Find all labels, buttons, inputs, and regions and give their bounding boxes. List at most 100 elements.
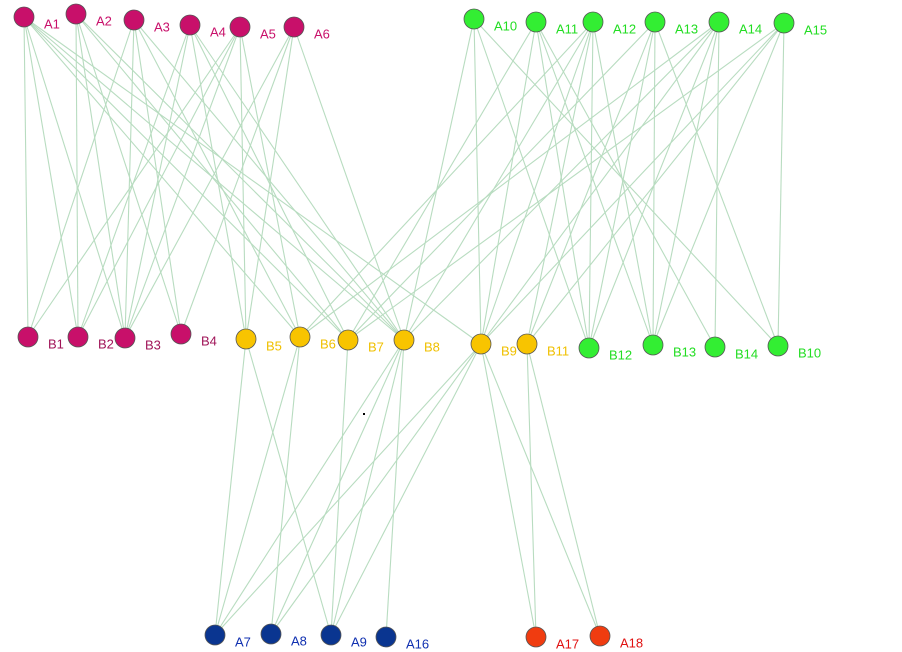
node — [642, 334, 664, 356]
node — [289, 326, 311, 348]
edge — [652, 21, 720, 346]
edge — [330, 339, 349, 636]
node-label: A10 — [494, 18, 517, 33]
node-label: B9 — [501, 343, 517, 358]
edge — [124, 26, 295, 339]
node — [65, 3, 87, 25]
edge — [77, 24, 191, 338]
node — [235, 328, 257, 350]
node — [516, 333, 538, 355]
edge — [124, 19, 135, 339]
node-label: A18 — [620, 635, 643, 650]
node — [260, 623, 282, 645]
node-label: A13 — [675, 21, 698, 36]
edge — [75, 13, 126, 339]
edge — [526, 21, 656, 345]
node — [337, 329, 359, 351]
edge — [27, 19, 135, 338]
node-label: B7 — [368, 339, 384, 354]
node-label: A2 — [96, 13, 112, 28]
node-label: B13 — [673, 344, 696, 359]
node-label: B14 — [735, 346, 758, 361]
node — [463, 8, 485, 30]
node-label: A16 — [406, 636, 429, 651]
node-label: A7 — [235, 634, 251, 649]
node-label: A11 — [556, 21, 578, 36]
node-label: A3 — [154, 19, 170, 34]
edge — [330, 343, 482, 636]
node — [170, 323, 192, 345]
node-label: A15 — [804, 22, 827, 37]
node — [179, 14, 201, 36]
edge — [714, 21, 720, 348]
edge — [588, 21, 594, 349]
node — [704, 336, 726, 358]
node — [393, 329, 415, 351]
dot — [363, 413, 365, 415]
edge — [23, 16, 29, 338]
edge — [270, 339, 405, 635]
edge — [347, 21, 656, 341]
edge — [480, 21, 594, 345]
node-label: B3 — [145, 337, 161, 352]
node — [578, 337, 600, 359]
edge — [189, 24, 247, 340]
edge — [480, 21, 720, 345]
edge — [473, 18, 482, 345]
edge — [330, 339, 405, 636]
edge — [480, 343, 537, 638]
node — [123, 9, 145, 31]
edge — [299, 21, 594, 338]
edge — [473, 18, 779, 347]
node — [320, 624, 342, 646]
edge — [189, 24, 405, 341]
edge — [23, 16, 126, 339]
edge — [270, 343, 482, 635]
edge — [480, 343, 601, 637]
node-label: A6 — [314, 26, 330, 41]
edge — [180, 26, 295, 335]
nodes: A1 A2 A3 A4 A5 A6 A10 A11 A12 A13 A14 A15 B1 B2 B3 B4 B5… — [13, 3, 827, 651]
edge — [299, 21, 720, 338]
edge — [77, 26, 241, 338]
node — [114, 327, 136, 349]
node — [525, 626, 547, 648]
edge — [403, 21, 720, 341]
edge — [23, 16, 405, 341]
node-label: A9 — [351, 634, 367, 649]
edge — [526, 343, 537, 638]
node — [767, 335, 789, 357]
edges — [23, 13, 785, 638]
edge — [535, 21, 716, 348]
node — [229, 16, 251, 38]
edge — [347, 21, 537, 341]
edge — [23, 16, 349, 341]
node — [773, 12, 795, 34]
edge — [652, 21, 656, 346]
node-label: A12 — [613, 21, 636, 36]
node-label: B11 — [547, 343, 569, 358]
edge — [75, 13, 79, 338]
edge — [403, 21, 594, 341]
node — [13, 6, 35, 28]
node-label: B10 — [798, 345, 821, 360]
edge — [270, 336, 301, 635]
node-label: A1 — [44, 16, 60, 31]
edge — [588, 21, 656, 349]
edge — [214, 336, 301, 636]
node — [204, 624, 226, 646]
node — [283, 16, 305, 38]
edge — [245, 26, 295, 340]
node-label: A4 — [210, 24, 226, 39]
node-label: A14 — [739, 21, 762, 36]
node-label: B1 — [48, 336, 64, 351]
node — [375, 626, 397, 648]
edge — [526, 22, 785, 345]
edge — [189, 24, 349, 341]
node-label: B5 — [266, 338, 282, 353]
node-label: B8 — [424, 339, 440, 354]
node — [17, 326, 39, 348]
node — [67, 326, 89, 348]
node-label: B2 — [98, 336, 114, 351]
edge — [526, 343, 601, 637]
